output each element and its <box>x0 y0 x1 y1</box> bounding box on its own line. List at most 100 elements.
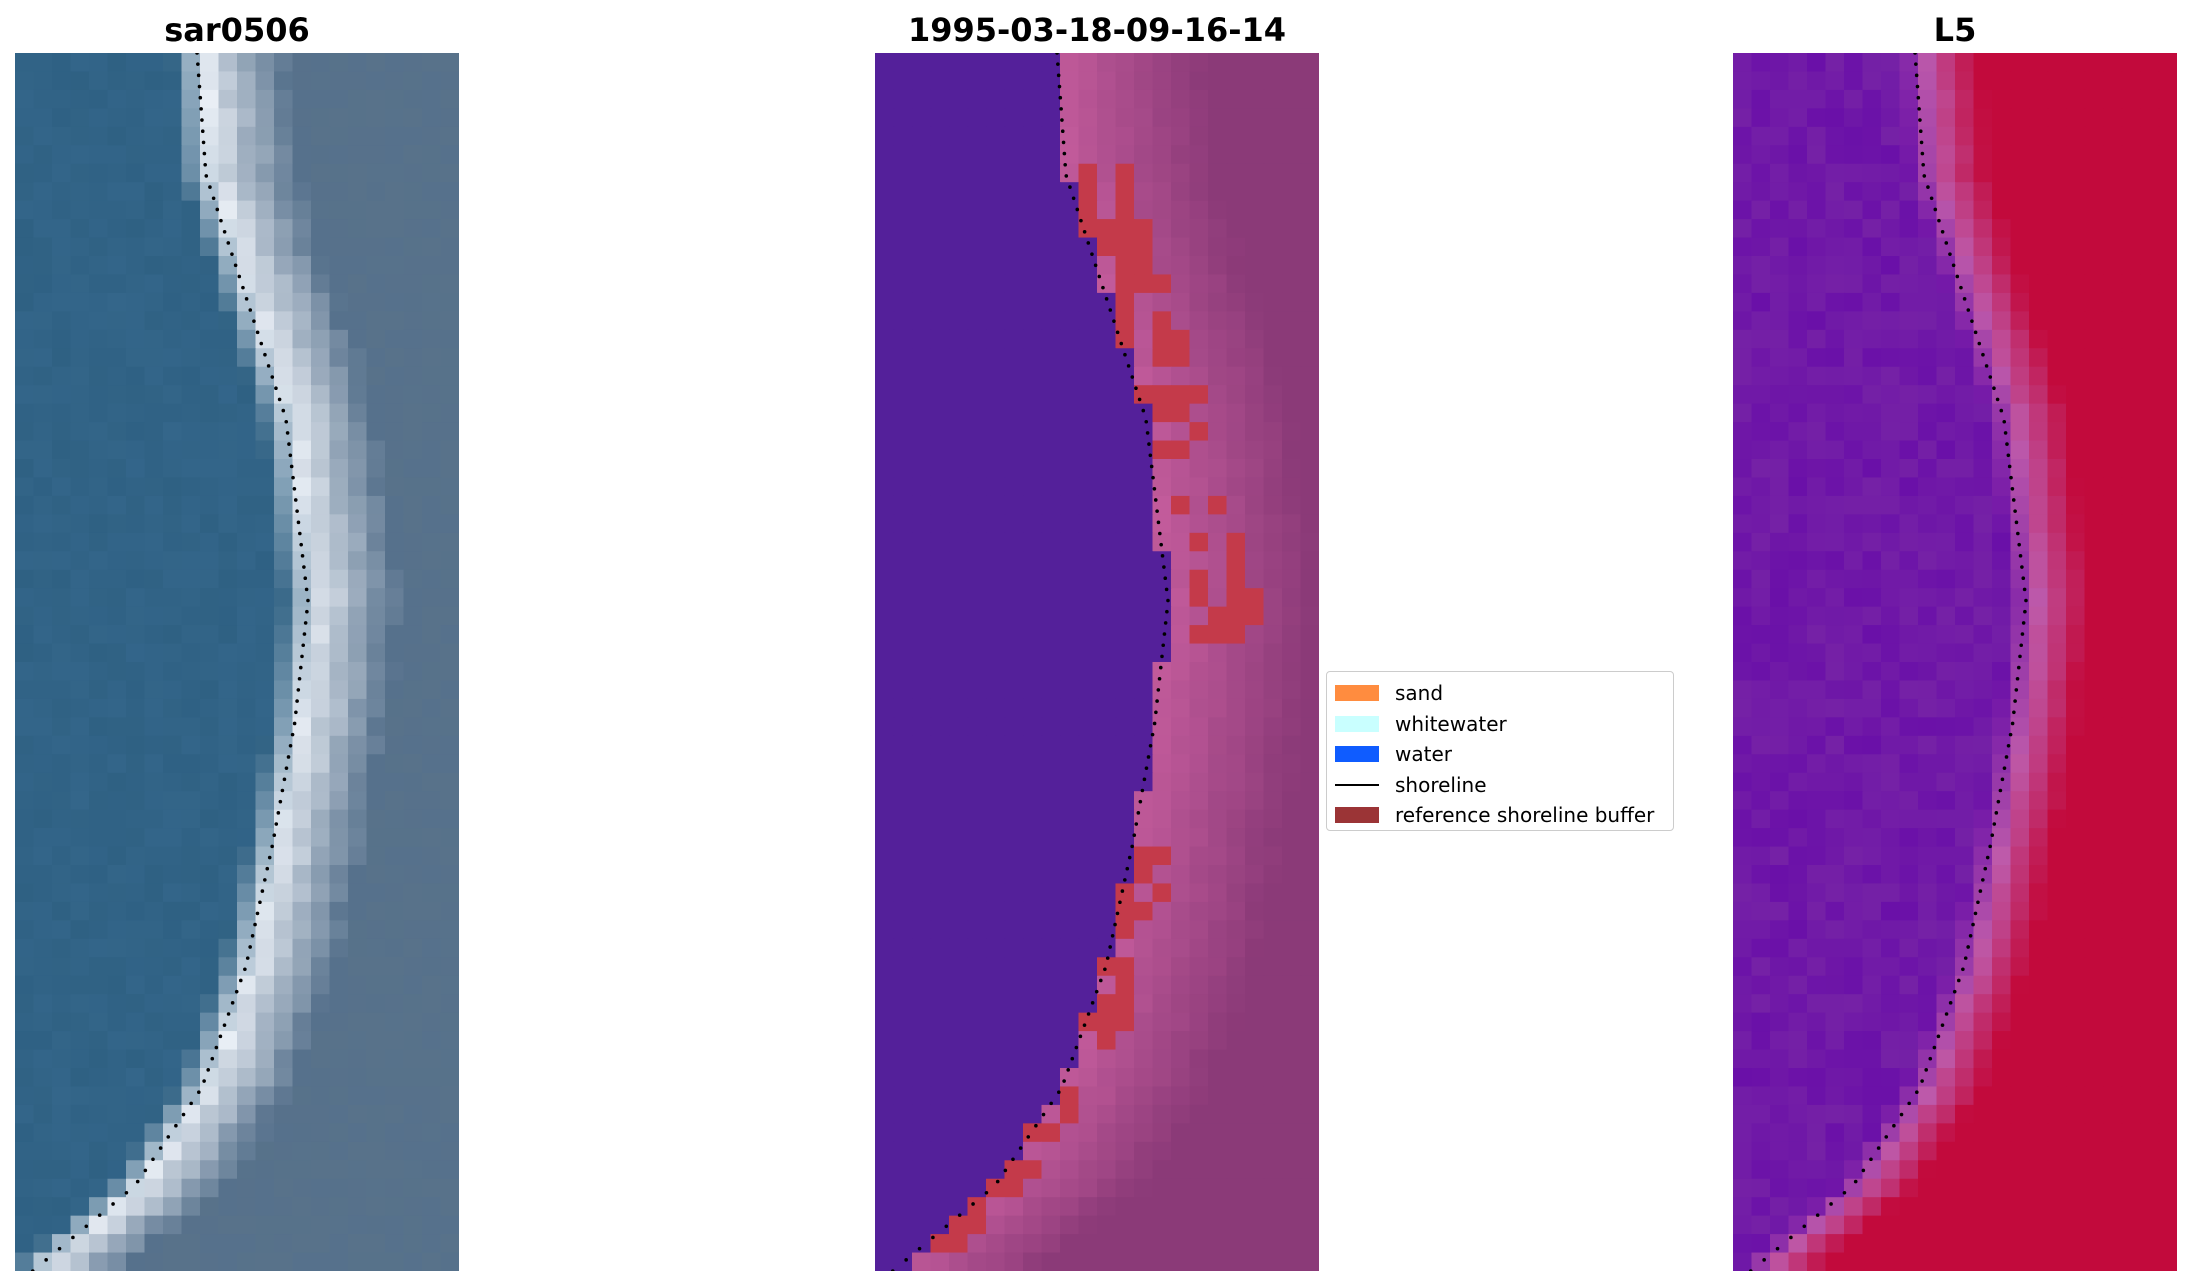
pixel <box>1881 1160 1901 1180</box>
pixel <box>1134 588 1154 608</box>
pixel <box>292 809 312 829</box>
pixel <box>1918 1049 1938 1069</box>
pixel <box>1788 809 1808 829</box>
pixel <box>2029 1123 2049 1143</box>
pixel <box>126 1215 146 1235</box>
pixel <box>1152 163 1172 183</box>
pixel <box>2103 53 2123 73</box>
pixel <box>1004 569 1024 589</box>
pixel <box>52 348 72 368</box>
pixel <box>107 495 127 515</box>
pixel <box>329 256 349 276</box>
pixel <box>15 1104 35 1124</box>
pixel <box>1807 865 1827 885</box>
pixel <box>1041 865 1061 885</box>
shoreline-point <box>1154 710 1158 715</box>
pixel <box>70 219 90 239</box>
pixel <box>70 698 90 718</box>
pixel <box>15 735 35 755</box>
pixel <box>1171 403 1191 423</box>
shoreline-point <box>1152 486 1157 491</box>
pixel <box>274 883 294 903</box>
pixel <box>2047 551 2067 571</box>
pixel <box>440 200 459 220</box>
pixel <box>1208 1160 1228 1180</box>
pixel <box>403 477 423 497</box>
shoreline-point <box>267 855 272 860</box>
pixel <box>1733 735 1753 755</box>
pixel <box>422 1234 442 1254</box>
pixel <box>1899 422 1919 442</box>
pixel <box>440 53 459 73</box>
pixel <box>875 1234 895 1254</box>
pixel <box>1171 772 1191 792</box>
pixel <box>2121 292 2141 312</box>
shoreline-point <box>1132 833 1137 838</box>
pixel <box>1245 366 1265 386</box>
pixel <box>875 182 895 202</box>
pixel <box>52 403 72 423</box>
pixel <box>1770 1197 1790 1217</box>
pixel <box>1770 385 1790 405</box>
pixel <box>875 1252 895 1271</box>
pixel <box>967 791 987 811</box>
pixel <box>1862 366 1882 386</box>
shoreline-point <box>1062 151 1067 156</box>
pixel <box>126 1160 146 1180</box>
pixel <box>1770 551 1790 571</box>
pixel <box>1918 403 1938 423</box>
pixel <box>403 846 423 866</box>
pixel <box>1115 1178 1135 1198</box>
pixel <box>1189 403 1209 423</box>
shoreline-point <box>243 967 247 972</box>
pixel <box>2066 1049 2086 1069</box>
pixel <box>912 754 932 774</box>
pixel <box>949 219 969 239</box>
pixel <box>292 163 312 183</box>
pixel <box>1152 698 1172 718</box>
pixel <box>52 126 72 146</box>
pixel <box>1023 846 1043 866</box>
pixel <box>33 182 53 202</box>
pixel <box>15 846 35 866</box>
pixel <box>107 588 127 608</box>
pixel <box>1171 680 1191 700</box>
pixel <box>163 828 183 848</box>
pixel <box>1097 256 1117 276</box>
pixel <box>107 514 127 534</box>
pixel <box>2158 1215 2177 1235</box>
pixel <box>311 606 331 626</box>
pixel <box>255 422 275 442</box>
pixel <box>1097 311 1117 331</box>
pixel <box>949 145 969 165</box>
pixel <box>893 754 913 774</box>
pixel <box>2029 1178 2049 1198</box>
pixel <box>1899 569 1919 589</box>
shoreline-point <box>1094 989 1099 994</box>
pixel <box>1751 292 1771 312</box>
pixel <box>1844 1104 1864 1124</box>
pixel <box>366 182 386 202</box>
pixel <box>15 680 35 700</box>
pixel <box>1060 256 1080 276</box>
pixel <box>1825 1141 1845 1161</box>
pixel <box>1134 1215 1154 1235</box>
pixel <box>1300 754 1319 774</box>
pixel <box>2047 865 2067 885</box>
pixel <box>385 1215 405 1235</box>
pixel <box>986 588 1006 608</box>
pixel <box>348 625 368 645</box>
pixel <box>329 643 349 663</box>
pixel <box>1788 440 1808 460</box>
pixel <box>403 274 423 294</box>
pixel <box>1825 126 1845 146</box>
pixel <box>2158 1049 2177 1069</box>
pixel <box>967 256 987 276</box>
pixel <box>237 1252 257 1271</box>
pixel <box>292 680 312 700</box>
pixel <box>33 477 53 497</box>
pixel <box>1770 717 1790 737</box>
pixel <box>348 920 368 940</box>
pixel <box>292 237 312 257</box>
pixel <box>2121 495 2141 515</box>
